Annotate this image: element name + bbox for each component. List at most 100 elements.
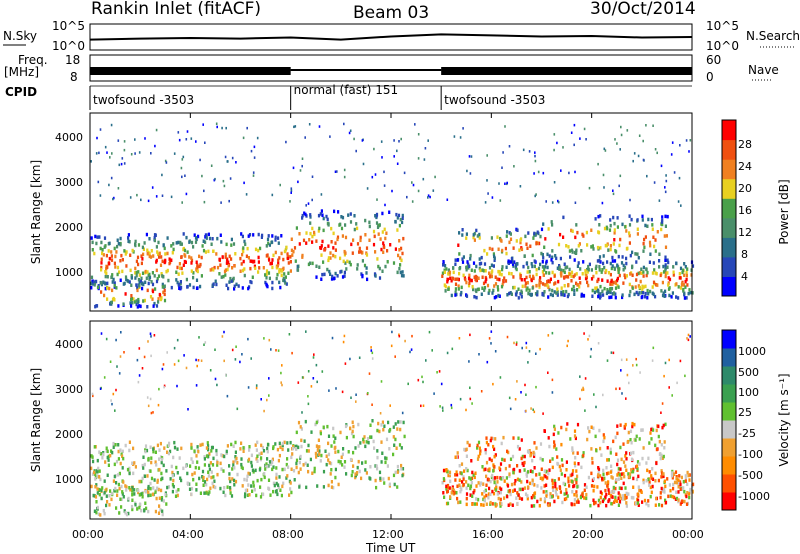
- heatmap-cell: [642, 480, 645, 485]
- heatmap-cell: [185, 235, 188, 240]
- heatmap-cell: [367, 440, 370, 445]
- heatmap-cell: [620, 358, 623, 362]
- heatmap-cell: [174, 494, 178, 498]
- heatmap-cell: [337, 459, 340, 464]
- heatmap-cell: [285, 476, 288, 480]
- heatmap-cell: [606, 484, 609, 488]
- heatmap-cell: [679, 482, 682, 487]
- heatmap-cell: [627, 430, 630, 435]
- heatmap-cell: [493, 454, 496, 459]
- heatmap-cell: [361, 139, 364, 142]
- heatmap-cell: [117, 482, 120, 487]
- heatmap-cell: [634, 285, 637, 289]
- heatmap-cell: [154, 287, 157, 291]
- heatmap-cell: [109, 489, 112, 493]
- heatmap-cell: [585, 230, 588, 235]
- heatmap-cell: [150, 280, 153, 284]
- heatmap-cell: [283, 278, 286, 283]
- heatmap-cell: [152, 254, 155, 258]
- heatmap-cell: [547, 503, 550, 508]
- heatmap-cell: [547, 471, 550, 476]
- heatmap-cell: [134, 465, 137, 469]
- heatmap-cell: [353, 137, 355, 141]
- heatmap-cell: [551, 378, 554, 382]
- heatmap-cell: [620, 457, 623, 462]
- heatmap-cell: [663, 479, 666, 483]
- heatmap-cell: [274, 238, 277, 242]
- heatmap-cell: [489, 492, 492, 497]
- heatmap-cell: [631, 265, 634, 270]
- heatmap-cell: [456, 484, 459, 488]
- heatmap-cell: [230, 237, 233, 242]
- heatmap-cell: [609, 451, 612, 455]
- heatmap-cell: [655, 283, 658, 287]
- heatmap-cell: [230, 257, 233, 261]
- heatmap-cell: [609, 470, 613, 474]
- heatmap-cell: [443, 268, 446, 272]
- heatmap-cell: [553, 274, 556, 278]
- heatmap-cell: [329, 256, 332, 260]
- heatmap-cell: [575, 494, 578, 498]
- heatmap-cell: [534, 154, 536, 158]
- heatmap-cell: [90, 454, 93, 458]
- heatmap-cell: [331, 274, 334, 279]
- heatmap-cell: [391, 189, 393, 193]
- heatmap-cell: [191, 472, 194, 477]
- heatmap-cell: [427, 194, 430, 197]
- heatmap-cell: [533, 410, 536, 414]
- heatmap-cell: [305, 330, 307, 333]
- heatmap-cell: [469, 397, 472, 401]
- heatmap-cell: [509, 492, 512, 497]
- heatmap-cell: [127, 236, 130, 240]
- heatmap-cell: [594, 266, 597, 271]
- heatmap-cell: [638, 134, 641, 137]
- heatmap-cell: [533, 454, 536, 458]
- heatmap-cell: [607, 271, 611, 275]
- heatmap-cell: [622, 268, 625, 272]
- heatmap-cell: [527, 265, 530, 270]
- heatmap-cell: [553, 427, 556, 431]
- heatmap-cell: [442, 409, 444, 412]
- heatmap-cell: [625, 256, 628, 261]
- heatmap-cell: [646, 296, 649, 300]
- heatmap-cell: [669, 488, 672, 493]
- heatmap-cell: [551, 270, 554, 275]
- heatmap-cell: [218, 272, 221, 276]
- heatmap-cell: [331, 336, 334, 340]
- heatmap-cell: [678, 276, 681, 280]
- heatmap-cell: [166, 450, 169, 454]
- heatmap-cell: [532, 276, 535, 281]
- heatmap-cell: [265, 276, 268, 280]
- heatmap-cell: [398, 266, 401, 271]
- heatmap-cell: [120, 162, 123, 166]
- heatmap-cell: [520, 497, 524, 501]
- heatmap-cell: [270, 261, 273, 266]
- heatmap-cell: [177, 272, 180, 276]
- heatmap-cell: [486, 154, 488, 157]
- heatmap-cell: [642, 158, 645, 162]
- heatmap-cell: [263, 337, 265, 340]
- heatmap-cell: [602, 439, 605, 444]
- heatmap-cell: [118, 163, 121, 167]
- heatmap-cell: [116, 238, 119, 242]
- heatmap-cell: [506, 181, 508, 185]
- heatmap-cell: [516, 501, 519, 506]
- heatmap-cell: [686, 267, 689, 271]
- heatmap-cell: [216, 383, 218, 387]
- heatmap-cell: [241, 234, 244, 239]
- heatmap-cell: [196, 266, 199, 270]
- heatmap-cell: [551, 485, 554, 490]
- heatmap-cell: [598, 223, 601, 227]
- heatmap-cell: [309, 215, 312, 219]
- heatmap-cell: [480, 503, 483, 507]
- heatmap-cell: [483, 248, 486, 253]
- heatmap-cell: [488, 457, 491, 461]
- heatmap-cell: [333, 276, 336, 280]
- heatmap-cell: [458, 478, 461, 482]
- heatmap-cell: [633, 422, 636, 427]
- heatmap-cell: [167, 485, 170, 489]
- heatmap-cell: [393, 155, 395, 158]
- heatmap-cell: [381, 230, 384, 234]
- heatmap-cell: [311, 261, 314, 266]
- heatmap-cell: [98, 151, 100, 155]
